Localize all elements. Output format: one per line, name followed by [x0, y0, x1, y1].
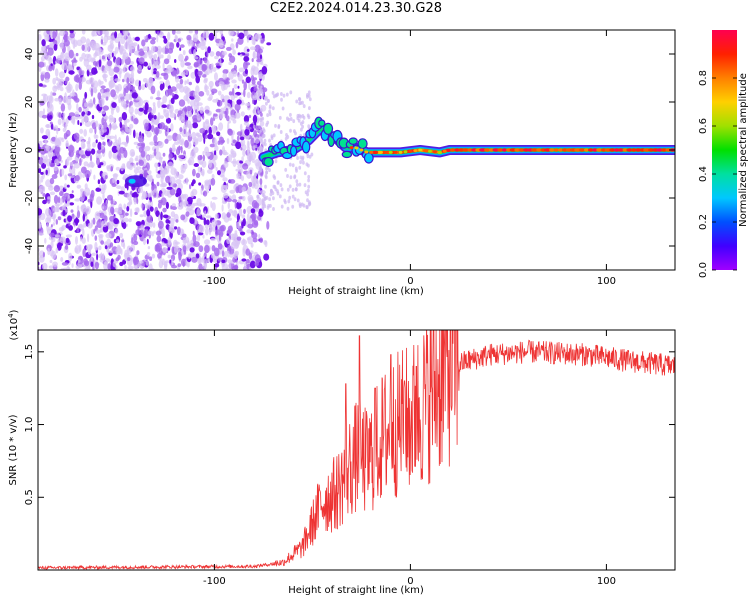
snr-multiplier: (x104)	[7, 309, 20, 340]
snr-frame	[37, 329, 676, 571]
spectrogram-xlabel: Height of straight line (km)	[288, 286, 424, 297]
spectrogram-heatmap	[38, 30, 675, 270]
snr-ytick-label: 0.5	[24, 489, 35, 505]
snr-ylabel: SNR (10 * v/v)	[8, 414, 19, 485]
snr-xtick-label: -100	[203, 576, 226, 587]
colorbar: 0.0 0.2 0.4 0.6 0.8 Normalized spectral ampl…	[698, 30, 749, 278]
colorbar-tick-label: 0.0	[698, 262, 709, 278]
spectrogram-ytick-label: -20	[24, 190, 35, 206]
colorbar-tick-label: 0.6	[698, 118, 709, 134]
spectrogram-ytick-label: -40	[24, 238, 35, 254]
colorbar-ticks: 0.0 0.2 0.4 0.6 0.8	[698, 70, 737, 278]
colorbar-tick-label: 0.2	[698, 214, 709, 230]
snr-ytick-label: 1.5	[24, 344, 35, 360]
noise-speckles	[38, 30, 314, 270]
side-blob	[125, 175, 147, 188]
spectrogram-ylabel: Frequency (Hz)	[8, 112, 19, 188]
spectrogram-ytick-label: 40	[24, 48, 35, 61]
colorbar-tick-label: 0.8	[698, 70, 709, 86]
snr-xtick-label: 0	[407, 576, 413, 587]
spectrogram-ytick-label: 0	[24, 147, 35, 153]
snr-axes: -100 0 100 0.5 1.0 1.5	[24, 330, 675, 587]
side-blob-core	[128, 178, 136, 184]
spectrogram-xtick-label: -100	[203, 276, 226, 287]
colorbar-tick-label: 0.4	[698, 166, 709, 182]
snr-xtick-label: 100	[597, 576, 616, 587]
spectrogram-xtick-label: 0	[407, 276, 413, 287]
spectrogram-xtick-label: 100	[597, 276, 616, 287]
colorbar-gradient	[712, 30, 737, 270]
spectrogram-ytick-label: 20	[24, 96, 35, 109]
snr-panel: -100 0 100 0.5 1.0 1.5 Height of straight lin…	[7, 309, 676, 596]
spectral-ridge	[258, 116, 675, 168]
spectrogram-panel: -100 0 100 -40 -20 0 20 40 Height of straight l…	[8, 29, 676, 297]
snr-series-line	[38, 330, 675, 570]
chart-title: C2E2.2024.014.23.30.G28	[269, 1, 443, 16]
colorbar-label: Normalized spectral amplitude	[738, 73, 749, 227]
snr-xlabel: Height of straight line (km)	[288, 585, 424, 596]
snr-ytick-label: 1.0	[24, 417, 35, 433]
spectrogram-axes: -100 0 100 -40 -20 0 20 40	[24, 30, 675, 287]
